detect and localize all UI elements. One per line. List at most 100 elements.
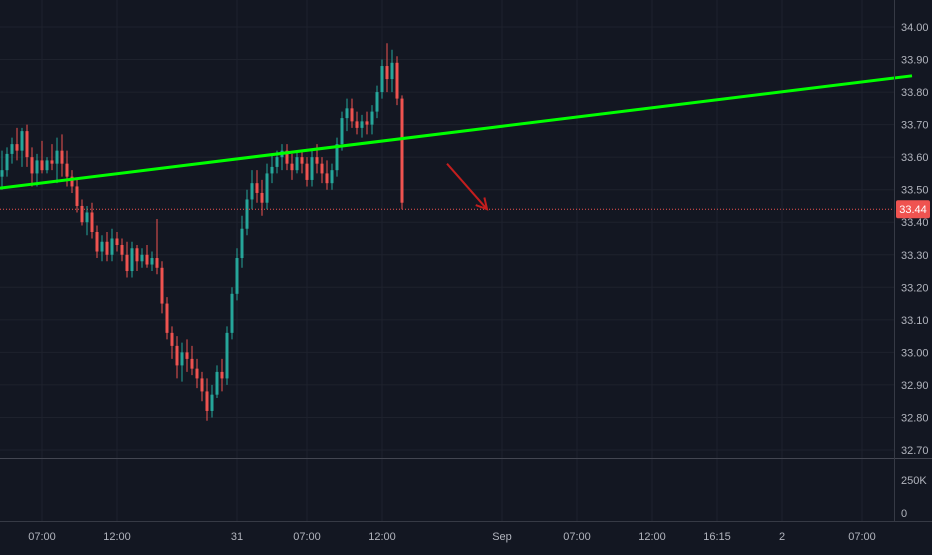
time-tick-label: 12:00 [638, 531, 666, 543]
candle-body [155, 258, 159, 268]
candle-body [145, 254, 149, 265]
candle-body [305, 163, 309, 180]
price-tick-label: 34.00 [901, 22, 929, 34]
candle-body [45, 160, 49, 171]
candle-body [160, 267, 164, 304]
candle [285, 144, 289, 171]
candle [250, 170, 254, 210]
candle [390, 49, 394, 93]
candle [140, 248, 144, 268]
candle [180, 342, 184, 382]
time-axis[interactable]: 07:00 12:00 31 07:00 12:00 Sep 07:00 12:00 16:15… [28, 531, 876, 543]
price-tick-label: 33.20 [901, 282, 929, 294]
price-axis[interactable]: 34.00 33.90 33.80 33.70 33.60 33.50 33.40 33.30… [896, 22, 930, 520]
candle-body [40, 160, 44, 171]
candle-body [85, 212, 89, 223]
time-tick-label: 16:15 [703, 531, 731, 543]
candle [135, 245, 139, 272]
price-tick-label: 33.60 [901, 152, 929, 164]
candle-body [105, 241, 109, 255]
candle [165, 297, 169, 340]
candle [125, 241, 129, 278]
candle [190, 345, 194, 376]
candle [155, 218, 159, 275]
candle-body [285, 150, 289, 164]
candle-body [80, 205, 84, 223]
candle [95, 225, 99, 259]
candle [145, 245, 149, 268]
candle-body [35, 160, 39, 174]
price-tick-label: 33.00 [901, 347, 929, 359]
candle-body [295, 157, 299, 171]
candle-body [390, 62, 394, 80]
price-tick-label: 32.90 [901, 380, 929, 392]
candle-body [95, 231, 99, 252]
candle-body [375, 92, 379, 112]
price-tick-label: 33.70 [901, 120, 929, 132]
candle [240, 215, 244, 268]
candle [360, 114, 364, 138]
candle-body [5, 153, 9, 171]
candle-body [210, 394, 214, 411]
candle [270, 153, 274, 184]
candle-body [15, 144, 19, 151]
candle-body [380, 66, 384, 93]
candle [300, 150, 304, 174]
candle-body [245, 199, 249, 229]
price-tick-label: 33.10 [901, 315, 929, 327]
time-tick-label: 07:00 [848, 531, 876, 543]
candle [215, 365, 219, 398]
candle [340, 111, 344, 151]
candle-body [175, 345, 179, 366]
candle [265, 163, 269, 210]
candle-body [150, 258, 154, 265]
candle-body [0, 170, 4, 177]
candle [0, 150, 4, 190]
candle [105, 231, 109, 262]
candle-body [140, 254, 144, 262]
time-tick-label: 12:00 [103, 531, 131, 543]
candle [195, 358, 199, 389]
annotation-arrow-head [475, 197, 489, 211]
candle-body [300, 157, 304, 164]
candle-body [365, 121, 369, 125]
price-tick-label: 33.30 [901, 250, 929, 262]
candle [170, 326, 174, 359]
last-price-label: 33.44 [899, 204, 927, 216]
candle [305, 157, 309, 187]
candle-body [25, 131, 29, 158]
grid [0, 0, 894, 521]
candle [380, 59, 384, 99]
candle-body [135, 248, 139, 262]
candle [75, 179, 79, 213]
candle-body [370, 111, 374, 125]
time-tick-label: Sep [492, 531, 512, 543]
candle-body [230, 293, 234, 333]
candle [395, 56, 399, 106]
candle [40, 140, 44, 174]
candle [185, 339, 189, 372]
candle [60, 134, 64, 177]
candle [45, 157, 49, 174]
candle-body [225, 332, 229, 379]
candle [160, 261, 164, 314]
candle [230, 287, 234, 340]
time-tick-label: 31 [231, 531, 243, 543]
candle [50, 144, 54, 171]
time-tick-label: 2 [779, 531, 785, 543]
candle [220, 358, 224, 392]
candle-body [130, 248, 134, 272]
time-tick-label: 12:00 [368, 531, 396, 543]
candle-body [195, 368, 199, 379]
candle-body [55, 150, 59, 164]
volume-tick-label: 250K [901, 475, 927, 487]
candle [175, 336, 179, 379]
candle [90, 202, 94, 239]
candle-body [260, 192, 264, 203]
candle-body [10, 144, 14, 154]
trendline [0, 74, 913, 190]
candle [235, 248, 239, 301]
candle-body [355, 121, 359, 128]
